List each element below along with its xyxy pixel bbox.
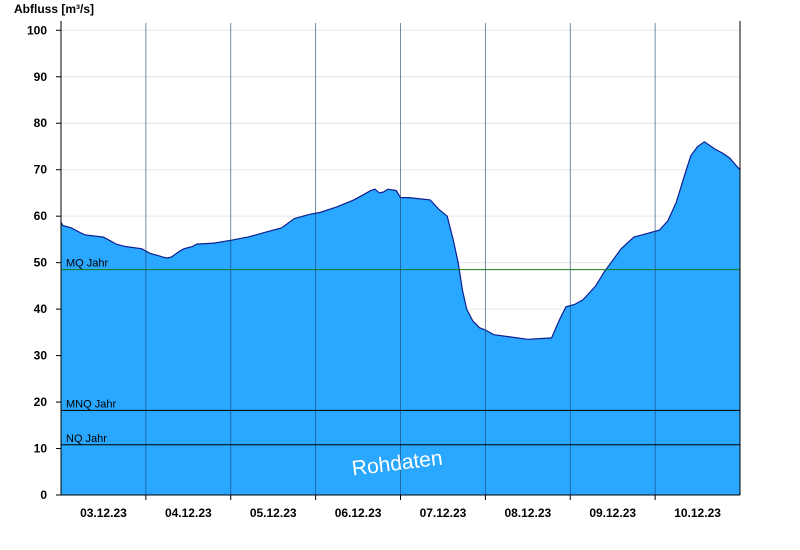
y-tick-label: 0 xyxy=(40,488,47,502)
discharge-line xyxy=(60,141,741,340)
reference-line-label: MQ Jahr xyxy=(66,258,109,270)
x-tick-label: 10.12.23 xyxy=(674,506,721,520)
y-tick-label: 30 xyxy=(34,349,48,363)
vertical-gridlines xyxy=(145,23,656,495)
y-tick-label: 10 xyxy=(34,442,48,456)
x-tick-label: 07.12.23 xyxy=(420,506,467,520)
x-tick-labels: 03.12.23 04.12.23 05.12.23 06.12.23 07.12.23… xyxy=(80,506,721,520)
x-tick-label: 04.12.23 xyxy=(165,506,212,520)
reference-line-label: MNQ Jahr xyxy=(66,398,116,410)
y-tick-label: 40 xyxy=(34,302,48,316)
axes xyxy=(56,21,741,500)
y-tick-labels: 0 10 20 30 40 50 60 70 80 90 100 xyxy=(27,23,47,502)
x-tick-label: 09.12.23 xyxy=(589,506,636,520)
y-tick-label: 50 xyxy=(34,256,48,270)
y-tick-label: 20 xyxy=(34,395,48,409)
x-tick-label: 08.12.23 xyxy=(504,506,551,520)
y-tick-label: 100 xyxy=(27,23,47,37)
x-tick-label: 06.12.23 xyxy=(335,506,382,520)
reference-line-label: NQ Jahr xyxy=(66,433,107,445)
y-tick-label: 70 xyxy=(34,163,48,177)
x-tick-label: 03.12.23 xyxy=(80,506,127,520)
y-axis-label: Abfluss [m³/s] xyxy=(14,2,94,16)
reference-lines: MQ Jahr MNQ Jahr NQ Jahr xyxy=(61,258,740,446)
y-tick-label: 90 xyxy=(34,70,48,84)
y-tick-label: 80 xyxy=(34,116,48,130)
y-tick-label: 60 xyxy=(34,209,48,223)
x-tick-label: 05.12.23 xyxy=(250,506,297,520)
